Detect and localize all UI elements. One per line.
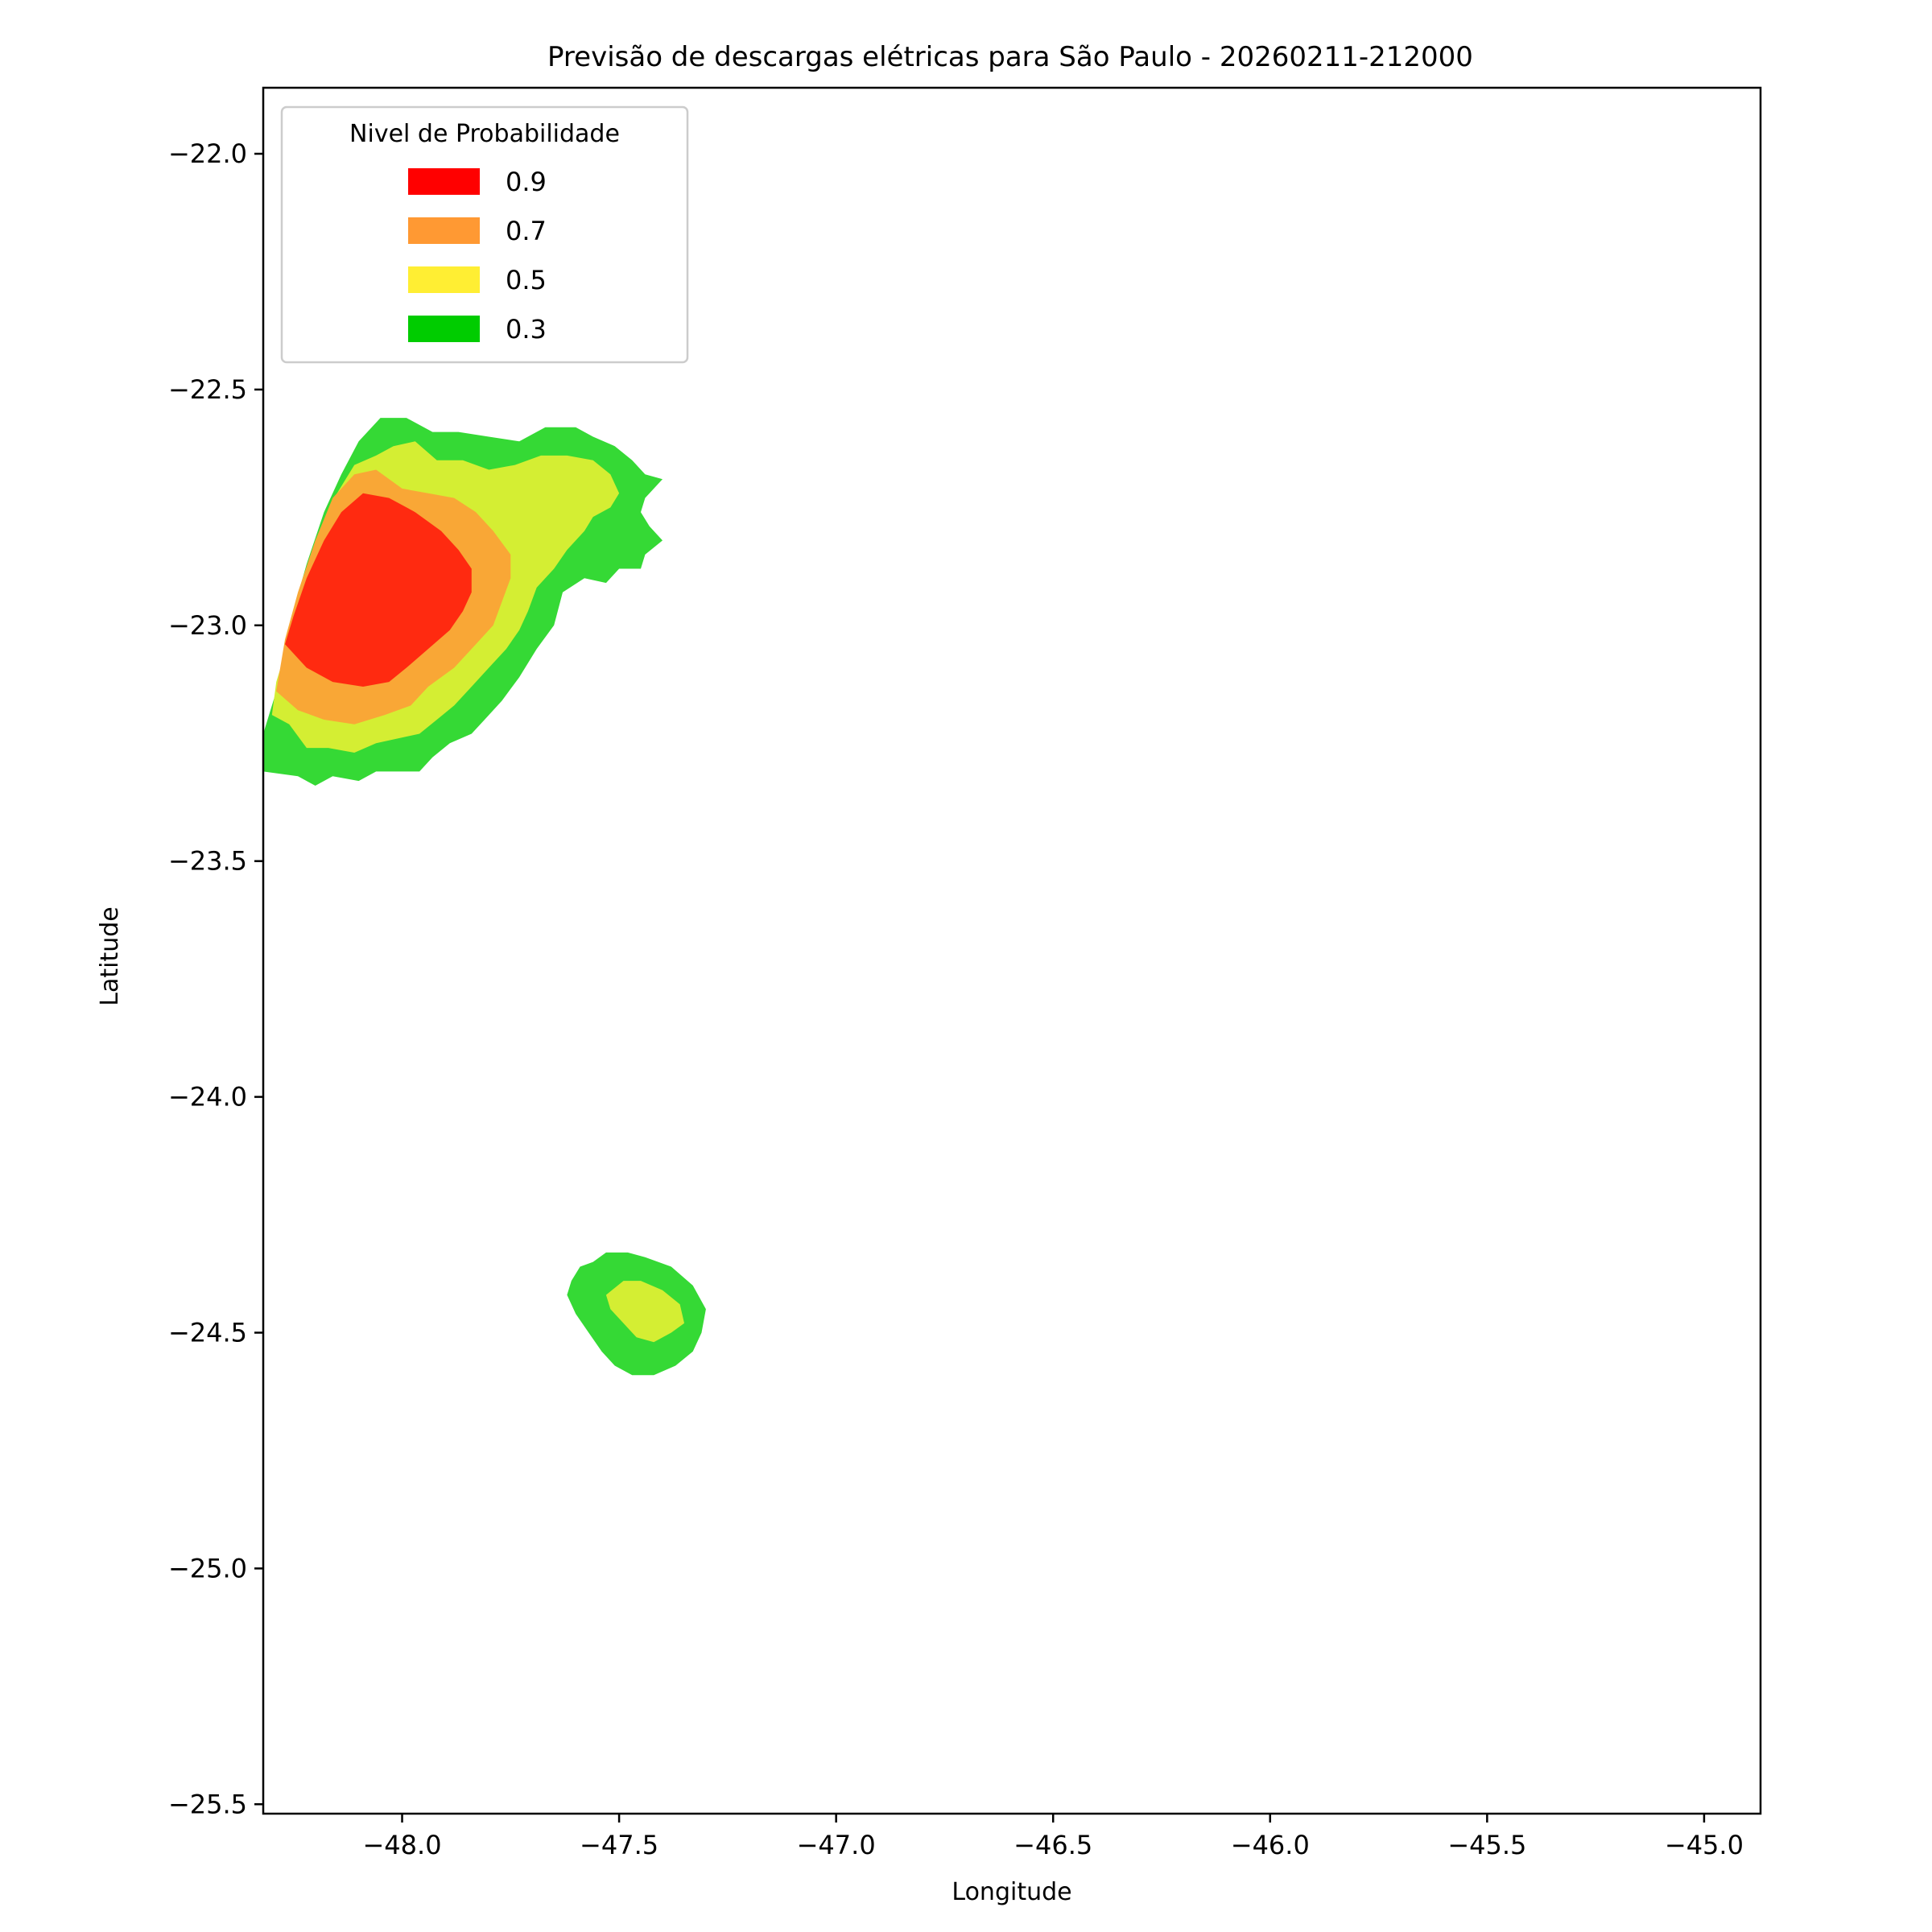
chart-title: Previsão de descargas elétricas para São… [547, 41, 1473, 73]
y-tick-label: −22.0 [168, 138, 247, 169]
contour-level-0-5 [605, 1281, 684, 1343]
legend-entries: 0.9 0.7 0.5 0.3 [408, 167, 547, 345]
x-axis-ticks: −48.0 −47.5 −47.0 −46.5 −46.0 −45.5 −45.0 [362, 1814, 1744, 1860]
legend-swatch-0-7 [408, 217, 480, 244]
contour-regions [263, 418, 706, 1376]
y-tick-label: −22.5 [168, 374, 247, 405]
y-tick-label: −25.5 [168, 1789, 247, 1819]
legend-label: 0.9 [506, 167, 547, 197]
legend-swatch-0-9 [408, 168, 480, 195]
legend-label: 0.3 [506, 314, 547, 345]
x-axis-label: Longitude [952, 1878, 1071, 1906]
legend-frame [280, 105, 689, 364]
contour-region-northwest-cell [263, 418, 663, 786]
y-tick-label: −23.0 [168, 610, 247, 641]
legend-swatch-0-3 [408, 316, 480, 342]
x-tick-label: −45.0 [1665, 1830, 1744, 1860]
legend-label: 0.7 [506, 216, 547, 246]
contour-level-0-9 [285, 493, 472, 687]
x-tick-label: −45.5 [1447, 1830, 1526, 1860]
x-tick-label: −46.5 [1013, 1830, 1092, 1860]
x-tick-label: −46.0 [1231, 1830, 1310, 1860]
axes-frame [262, 86, 1762, 1815]
legend: Nivel de Probabilidade 0.9 0.7 0.5 0.3 [280, 105, 689, 364]
legend-swatch-0-5 [408, 266, 480, 293]
contour-region-southern-cell [567, 1252, 706, 1376]
y-tick-label: −24.0 [168, 1082, 247, 1113]
legend-label: 0.5 [506, 265, 547, 295]
y-axis-ticks: −22.0 −22.5 −23.0 −23.5 −24.0 −24.5 −25.0 −25.5 [168, 138, 263, 1819]
y-tick-label: −24.5 [168, 1317, 247, 1348]
x-tick-label: −48.0 [362, 1830, 441, 1860]
y-tick-label: −23.5 [168, 846, 247, 877]
legend-title: Nivel de Probabilidade [349, 120, 620, 148]
x-tick-label: −47.0 [797, 1830, 876, 1860]
y-tick-label: −25.0 [168, 1553, 247, 1583]
x-tick-label: −47.5 [580, 1830, 658, 1860]
plot-area [262, 86, 1762, 1815]
y-axis-label: Latitude [96, 906, 124, 1005]
